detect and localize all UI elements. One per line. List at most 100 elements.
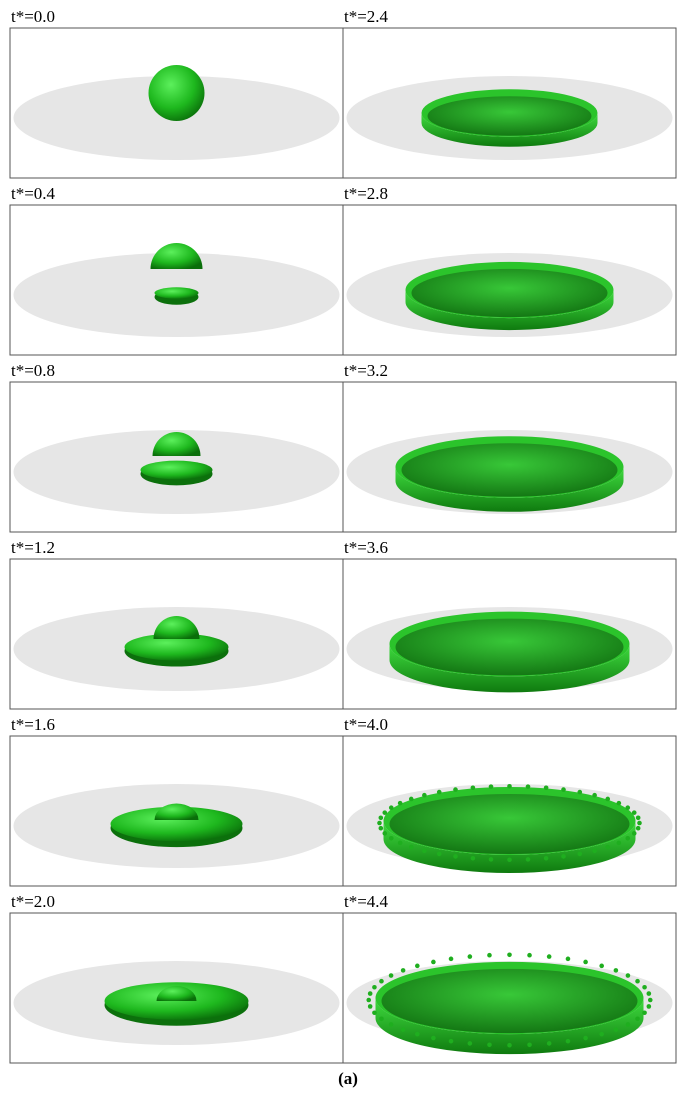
satellite-droplet <box>507 784 512 789</box>
satellite-droplet <box>599 1032 604 1037</box>
satellite-droplet <box>632 831 637 836</box>
satellite-droplet <box>507 1043 512 1048</box>
satellite-droplet <box>422 793 427 798</box>
satellite-droplet <box>409 797 414 802</box>
satellite-droplet <box>379 815 384 820</box>
satellite-droplet <box>487 1042 492 1047</box>
panel <box>10 382 343 532</box>
satellite-droplet <box>382 831 387 836</box>
satellite-droplet <box>592 793 597 798</box>
satellite-droplet <box>605 797 610 802</box>
satellite-droplet <box>547 954 552 959</box>
satellite-droplet <box>592 848 597 853</box>
satellite-droplet <box>453 854 458 859</box>
panel-label: t*=3.2 <box>344 361 388 380</box>
lamella-top <box>141 461 213 480</box>
satellite-droplet <box>437 852 442 857</box>
panel <box>343 559 676 709</box>
panel <box>343 736 676 886</box>
figure: (a) t*=0.0t*=0.4t*=0.8t*=1.2t*=1.6t*=2.0… <box>0 0 696 1091</box>
satellite-droplet <box>599 964 604 969</box>
satellite-droplet <box>487 953 492 958</box>
satellite-droplet <box>389 836 394 841</box>
satellite-droplet <box>431 1036 436 1041</box>
panel <box>343 28 676 178</box>
satellite-droplet <box>577 790 582 795</box>
panel-label: t*=2.4 <box>344 7 389 26</box>
satellite-droplet <box>614 1027 619 1032</box>
satellite-droplet <box>526 857 531 862</box>
satellite-droplet <box>544 785 549 790</box>
satellite-droplet <box>507 952 512 957</box>
satellite-droplet <box>635 979 640 984</box>
panel-label: t*=4.4 <box>344 892 389 911</box>
panel <box>343 205 676 355</box>
satellite-droplet <box>625 805 630 810</box>
satellite-droplet <box>566 1039 571 1044</box>
satellite-droplet <box>437 790 442 795</box>
panel <box>10 28 343 178</box>
satellite-droplet <box>389 805 394 810</box>
panel <box>10 736 343 886</box>
satellite-droplet <box>577 852 582 857</box>
panel <box>10 559 343 709</box>
satellite-droplet <box>526 784 531 789</box>
panel-label: t*=2.0 <box>11 892 55 911</box>
panel <box>10 913 343 1063</box>
satellite-droplet <box>368 991 373 996</box>
satellite-droplet <box>382 810 387 815</box>
satellite-droplet <box>583 1036 588 1041</box>
satellite-droplet <box>449 1039 454 1044</box>
satellite-droplet <box>415 1032 420 1037</box>
satellite-droplet <box>527 953 532 958</box>
satellite-droplet <box>366 998 371 1003</box>
panel-label: t*=1.2 <box>11 538 55 557</box>
panel-label: t*=3.6 <box>344 538 388 557</box>
satellite-droplet <box>626 1022 631 1027</box>
lamella-top <box>155 287 199 298</box>
film <box>428 96 592 136</box>
satellite-droplet <box>377 821 382 826</box>
satellite-droplet <box>431 960 436 965</box>
satellite-droplet <box>636 815 641 820</box>
satellite-droplet <box>626 973 631 978</box>
panel-label: t*=0.8 <box>11 361 55 380</box>
satellite-droplet <box>489 784 494 789</box>
satellite-droplet <box>379 826 384 831</box>
satellite-droplet <box>561 787 566 792</box>
satellite-droplet <box>625 836 630 841</box>
satellite-droplet <box>489 857 494 862</box>
satellite-droplet <box>647 991 652 996</box>
satellite-droplet <box>379 1016 384 1021</box>
satellite-droplet <box>379 979 384 984</box>
droplet <box>149 65 205 121</box>
satellite-droplet <box>635 1016 640 1021</box>
caption: (a) <box>338 1069 358 1088</box>
film <box>396 619 624 676</box>
satellite-droplet <box>544 856 549 861</box>
satellite-droplet <box>617 801 622 806</box>
satellite-droplet <box>636 826 641 831</box>
satellite-droplet <box>368 1004 373 1009</box>
satellite-droplet <box>648 998 653 1003</box>
satellite-droplet <box>449 957 454 962</box>
satellite-droplet <box>583 960 588 965</box>
film <box>412 269 608 317</box>
panel-label: t*=4.0 <box>344 715 388 734</box>
satellite-droplet <box>453 787 458 792</box>
satellite-droplet <box>566 957 571 962</box>
satellite-droplet <box>398 841 403 846</box>
panel-label: t*=0.4 <box>11 184 56 203</box>
panel <box>343 913 676 1063</box>
satellite-droplet <box>398 801 403 806</box>
satellite-droplet <box>372 985 377 990</box>
panel-label: t*=1.6 <box>11 715 55 734</box>
satellite-droplet <box>389 973 394 978</box>
satellite-droplet <box>372 1010 377 1015</box>
satellite-droplet <box>617 841 622 846</box>
satellite-droplet <box>527 1042 532 1047</box>
satellite-droplet <box>605 845 610 850</box>
satellite-droplet <box>637 821 642 826</box>
satellite-droplet <box>422 848 427 853</box>
satellite-droplet <box>468 1041 473 1046</box>
